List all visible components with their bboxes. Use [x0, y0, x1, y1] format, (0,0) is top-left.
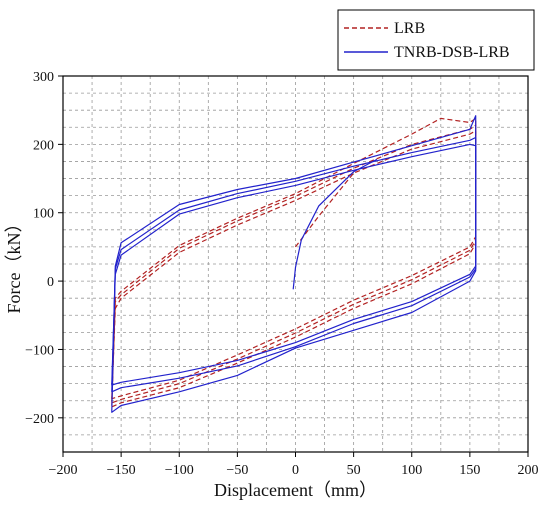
legend-label-lrb: LRB [394, 20, 425, 37]
legend: LRB TNRB-DSB-LRB [337, 9, 535, 71]
legend-box [337, 9, 535, 71]
y-tick-label: 100 [33, 207, 54, 222]
series-layer [111, 115, 477, 413]
y-tick-label: −100 [25, 343, 54, 358]
hysteresis-loop [111, 136, 477, 393]
x-tick-label: 50 [347, 463, 361, 478]
y-axis-label: Force（kN） [4, 215, 24, 314]
legend-label-tnrb-dsb-lrb: TNRB-DSB-LRB [394, 44, 510, 61]
x-tick-label: −150 [107, 463, 136, 478]
x-tick-label: 200 [518, 463, 539, 478]
y-tick-label: 200 [33, 138, 54, 153]
initial-loading-curve [292, 158, 378, 290]
hysteresis-loop [111, 115, 477, 413]
x-tick-label: 0 [292, 463, 299, 478]
hysteresis-loop [111, 117, 477, 408]
series-tnrb-dsb-lrb [111, 115, 477, 413]
y-tick-label: 300 [33, 70, 54, 85]
grid [63, 76, 528, 452]
x-tick-label: 100 [401, 463, 422, 478]
x-tick-label: −100 [165, 463, 194, 478]
y-tick-label: −200 [25, 412, 54, 427]
tick-layer: −200 −150 −100 −50 0 50 100 150 200 −200 −100 0 100 2… [25, 70, 538, 478]
x-tick-label: −50 [226, 463, 248, 478]
x-tick-label: −200 [49, 463, 78, 478]
x-tick-label: 150 [459, 463, 480, 478]
x-axis-label: Displacement（mm） [214, 480, 377, 500]
y-tick-label: 0 [47, 275, 54, 290]
hysteresis-loop [111, 130, 477, 400]
